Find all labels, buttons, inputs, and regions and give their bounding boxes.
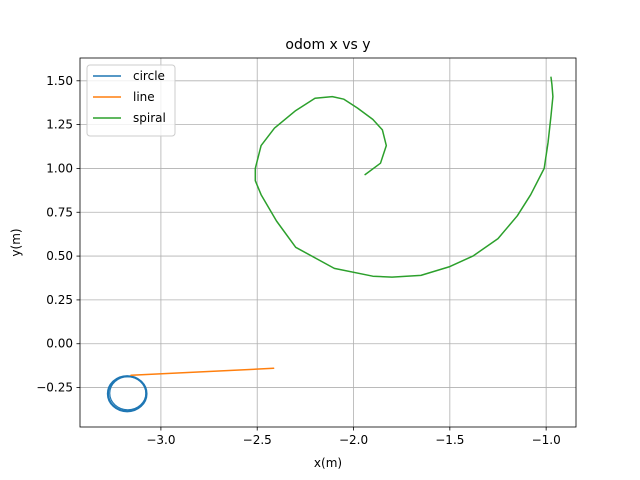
grid-lines	[80, 58, 576, 427]
y-axis-label: y(m)	[9, 228, 23, 256]
axes-frame	[79, 57, 577, 428]
x-tick-label: −1.0	[532, 433, 561, 447]
plot-series	[106, 76, 554, 413]
axis-ticks: −3.0 −2.5 −2.0 −1.5 −1.0 −0.25 0.00 0.25 0.50 0.7…	[36, 74, 560, 447]
y-tick-label: 0.50	[46, 249, 73, 263]
y-tick-label: −0.25	[36, 381, 73, 395]
legend-label-line: line	[133, 90, 155, 104]
chart-title: odom x vs y	[285, 37, 370, 53]
legend-label-spiral: spiral	[133, 111, 166, 125]
legend: circle line spiral	[86, 64, 176, 137]
y-tick-label: 1.25	[46, 118, 73, 132]
series-line-line	[130, 367, 275, 377]
series-circle-line-inner	[109, 376, 147, 411]
x-tick-label: −2.0	[339, 433, 368, 447]
x-tick-label: −3.0	[146, 433, 175, 447]
y-tick-label: 1.00	[46, 161, 73, 175]
legend-label-circle: circle	[133, 69, 165, 83]
x-axis-label: x(m)	[314, 456, 342, 470]
y-tick-label: 0.25	[46, 293, 73, 307]
y-tick-label: 0.00	[46, 337, 73, 351]
series-circle-line	[106, 375, 148, 413]
y-tick-label: 0.75	[46, 205, 73, 219]
x-tick-label: −1.5	[435, 433, 464, 447]
y-tick-label: 1.50	[46, 74, 73, 88]
x-tick-label: −2.5	[243, 433, 272, 447]
series-spiral-line	[254, 76, 554, 278]
